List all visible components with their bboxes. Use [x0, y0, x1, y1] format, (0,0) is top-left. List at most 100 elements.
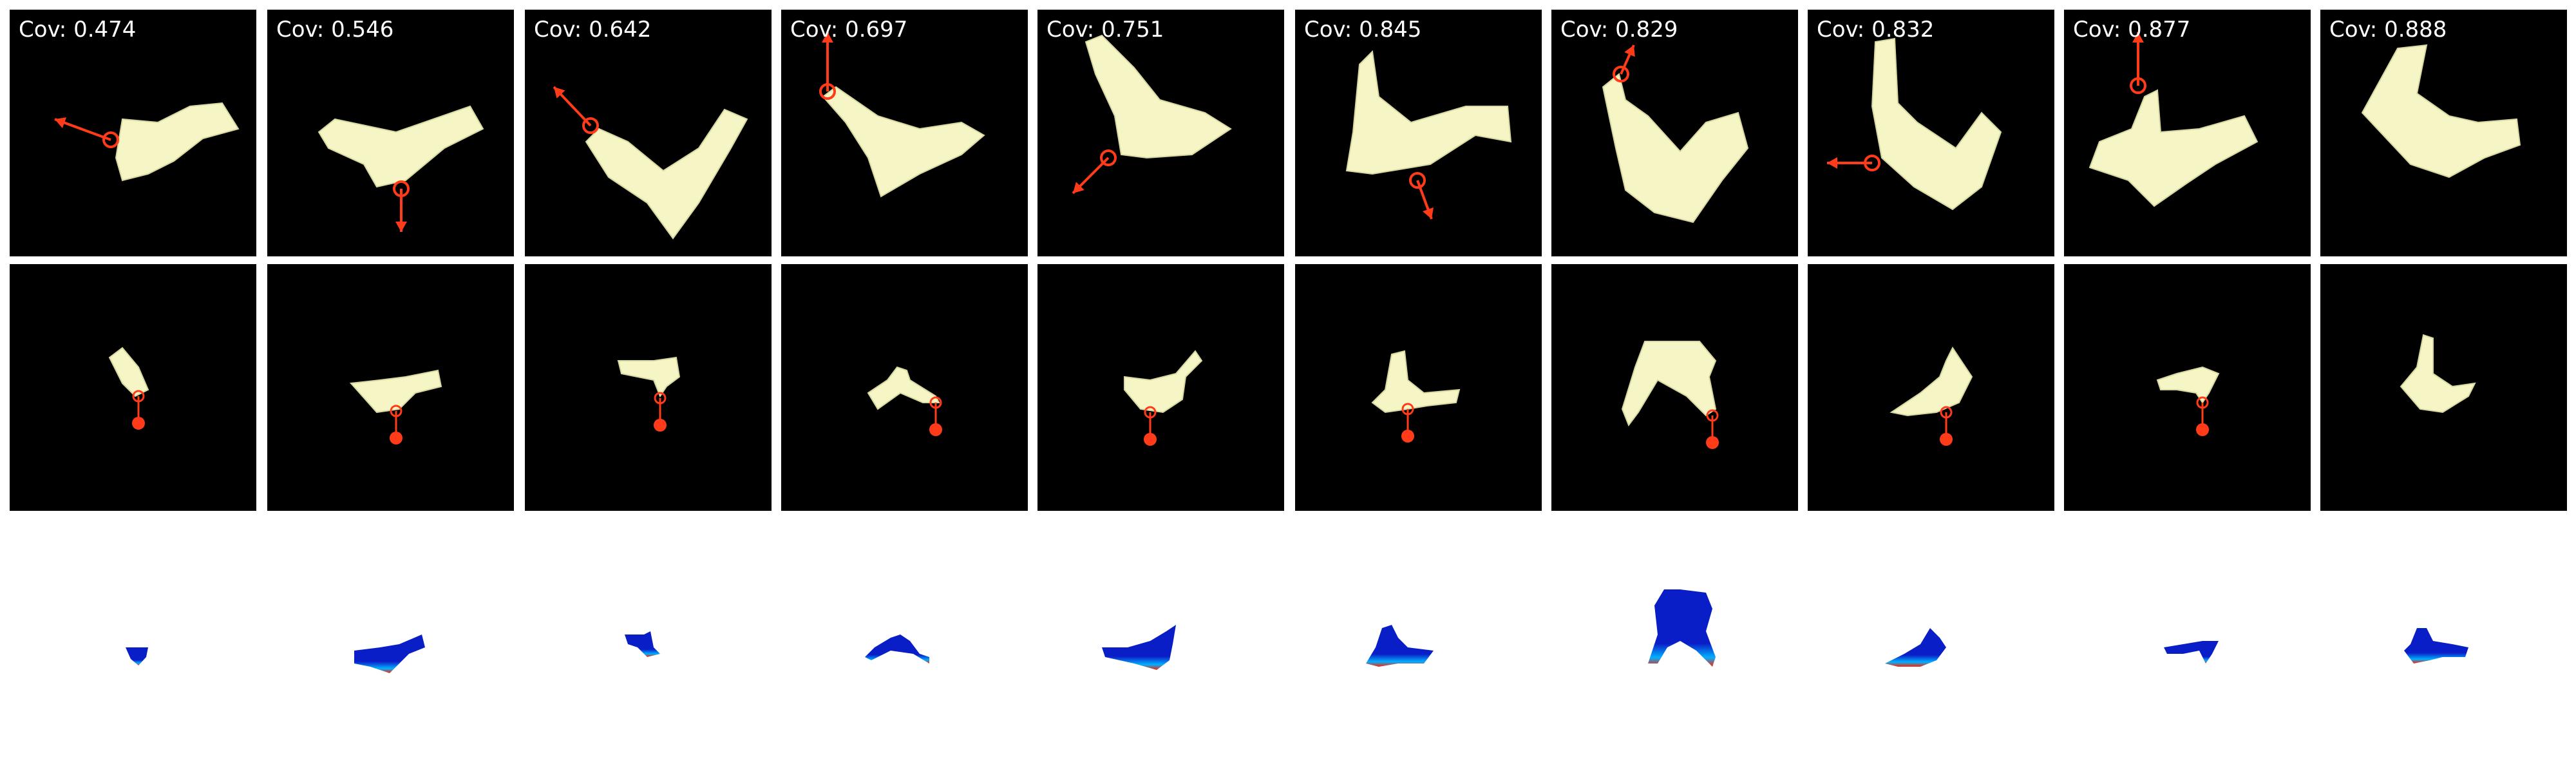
cloth-top-view [2361, 44, 2521, 178]
cloth-top-view [1602, 44, 1749, 224]
heatmap-panel [1037, 519, 1284, 765]
top-view-panel: Cov: 0.832 [1808, 10, 2054, 256]
cloth-shape [115, 102, 240, 182]
heatmap-shape [625, 631, 660, 657]
cloth-side-view [2400, 334, 2476, 414]
coverage-label: Cov: 0.697 [790, 19, 907, 41]
coverage-value: 0.751 [1101, 17, 1164, 43]
cloth-heatmap [1648, 589, 1716, 667]
pick-place-arrow [553, 86, 599, 134]
cloth-heatmap [1885, 628, 1946, 667]
cloth-heatmap [126, 647, 148, 665]
cloth-side-view [617, 356, 681, 432]
cloth-shape [2361, 44, 2521, 178]
cloth-shape [617, 356, 681, 398]
cloth-heatmap [865, 635, 929, 663]
coverage-prefix: Cov: [2073, 17, 2121, 43]
cloth-shape [1345, 50, 1512, 175]
pick-place-arrow [819, 32, 836, 100]
coverage-label: Cov: 0.642 [534, 19, 651, 41]
coverage-label: Cov: 0.474 [19, 19, 136, 41]
cloth-shape [1084, 34, 1232, 159]
top-view-panel: Cov: 0.546 [267, 10, 514, 256]
gripper-marker [1706, 409, 1719, 449]
pick-place-arrow [1613, 44, 1635, 82]
top-view-panel: Cov: 0.474 [10, 10, 256, 256]
coverage-prefix: Cov: [1560, 17, 1609, 43]
gripper-marker [2196, 396, 2209, 436]
cloth-shape [822, 86, 985, 198]
top-view-panel: Cov: 0.697 [781, 10, 1028, 256]
coverage-label: Cov: 0.751 [1046, 19, 1164, 41]
heatmap-shape [1102, 625, 1176, 670]
coverage-value: 0.877 [2128, 17, 2191, 43]
cloth-shape [1124, 350, 1203, 414]
top-view-panel: Cov: 0.642 [525, 10, 772, 256]
cloth-top-view [317, 105, 484, 232]
coverage-label: Cov: 0.832 [1817, 19, 1934, 41]
heatmap-shape [354, 635, 425, 673]
cloth-side-view [1621, 341, 1719, 449]
coverage-label: Cov: 0.888 [2329, 19, 2447, 41]
cloth-shape [2400, 334, 2476, 414]
coverage-value: 0.845 [1359, 17, 1422, 43]
cloth-heatmap [625, 631, 660, 657]
cloth-top-view [2088, 32, 2259, 207]
side-view-panel [525, 264, 772, 511]
coverage-prefix: Cov: [2329, 17, 2378, 43]
pick-place-arrow [1409, 172, 1434, 220]
side-view-panel [10, 264, 256, 511]
cloth-heatmap [2404, 628, 2468, 663]
cloth-shape [108, 347, 149, 397]
pick-place-arrow [54, 117, 119, 148]
heatmap-panel [525, 519, 772, 765]
cloth-side-view [1124, 350, 1203, 446]
heatmap-shape [1648, 589, 1716, 667]
heatmap-panel [1808, 519, 2054, 765]
heatmap-panel [1295, 519, 1542, 765]
cloth-shape [349, 369, 442, 414]
side-view-panel [2064, 264, 2311, 511]
coverage-prefix: Cov: [1046, 17, 1095, 43]
side-view-panel [1551, 264, 1798, 511]
coverage-value: 0.642 [589, 17, 652, 43]
cloth-heatmap [1366, 625, 1434, 667]
pick-place-arrow [1072, 149, 1117, 195]
coverage-prefix: Cov: [790, 17, 838, 43]
top-view-panel: Cov: 0.877 [2064, 10, 2311, 256]
heatmap-shape [126, 647, 148, 665]
cloth-side-view [1889, 347, 1973, 446]
coverage-value: 0.832 [1871, 17, 1935, 43]
heatmap-panel [10, 519, 256, 765]
side-view-panel [267, 264, 514, 511]
coverage-prefix: Cov: [1817, 17, 1865, 43]
pick-place-arrow [393, 180, 410, 232]
cloth-heatmap [2164, 641, 2219, 663]
pick-place-arrow [1827, 155, 1880, 171]
cloth-shape [867, 366, 940, 410]
side-view-panel [1037, 264, 1284, 511]
coverage-label: Cov: 0.845 [1304, 19, 1421, 41]
cloth-side-view [349, 369, 442, 444]
coverage-prefix: Cov: [534, 17, 582, 43]
cloth-top-view [553, 86, 748, 240]
gripper-marker [1144, 406, 1157, 446]
heatmap-shape [1366, 625, 1434, 667]
top-view-panel: Cov: 0.845 [1295, 10, 1542, 256]
top-view-panel: Cov: 0.888 [2320, 10, 2567, 256]
coverage-value: 0.474 [73, 17, 137, 43]
cloth-heatmap [1102, 625, 1176, 670]
cloth-side-view [867, 366, 942, 436]
cloth-shape [1871, 37, 2002, 211]
gripper-marker [390, 405, 402, 444]
pick-place-arrow [2130, 32, 2146, 94]
cloth-top-view [54, 102, 240, 182]
cloth-top-view [819, 32, 985, 198]
cloth-side-view [1371, 350, 1461, 443]
heatmap-panel [781, 519, 1028, 765]
coverage-value: 0.697 [845, 17, 908, 43]
coverage-label: Cov: 0.546 [276, 19, 393, 41]
coverage-value: 0.888 [2384, 17, 2447, 43]
coverage-value: 0.546 [331, 17, 394, 43]
